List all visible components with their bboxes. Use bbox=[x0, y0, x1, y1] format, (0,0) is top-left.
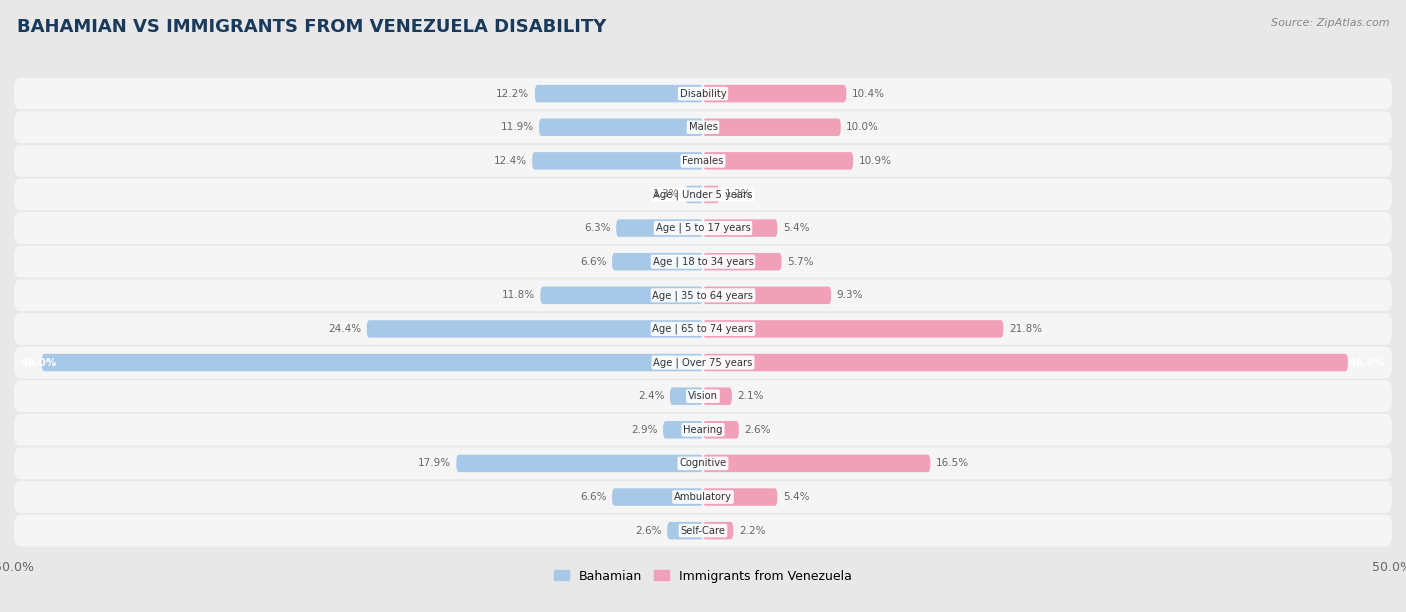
FancyBboxPatch shape bbox=[703, 152, 853, 170]
Text: 46.8%: 46.8% bbox=[1348, 357, 1385, 368]
Text: 1.3%: 1.3% bbox=[652, 190, 679, 200]
Text: Disability: Disability bbox=[679, 89, 727, 99]
FancyBboxPatch shape bbox=[14, 313, 1392, 345]
Text: 11.8%: 11.8% bbox=[502, 290, 534, 300]
FancyBboxPatch shape bbox=[703, 455, 931, 472]
FancyBboxPatch shape bbox=[14, 246, 1392, 277]
FancyBboxPatch shape bbox=[531, 152, 703, 170]
Text: 2.9%: 2.9% bbox=[631, 425, 658, 435]
FancyBboxPatch shape bbox=[540, 286, 703, 304]
Text: 17.9%: 17.9% bbox=[418, 458, 451, 468]
Text: 2.2%: 2.2% bbox=[738, 526, 765, 536]
FancyBboxPatch shape bbox=[669, 387, 703, 405]
Text: 48.0%: 48.0% bbox=[21, 357, 58, 368]
Text: Females: Females bbox=[682, 156, 724, 166]
FancyBboxPatch shape bbox=[703, 522, 734, 539]
FancyBboxPatch shape bbox=[14, 447, 1392, 479]
FancyBboxPatch shape bbox=[14, 145, 1392, 177]
FancyBboxPatch shape bbox=[14, 212, 1392, 244]
Text: 9.3%: 9.3% bbox=[837, 290, 863, 300]
FancyBboxPatch shape bbox=[14, 414, 1392, 446]
Text: 21.8%: 21.8% bbox=[1010, 324, 1042, 334]
Text: 2.4%: 2.4% bbox=[638, 391, 665, 401]
Text: 2.6%: 2.6% bbox=[636, 526, 662, 536]
Text: 24.4%: 24.4% bbox=[328, 324, 361, 334]
Text: 2.1%: 2.1% bbox=[738, 391, 763, 401]
FancyBboxPatch shape bbox=[42, 354, 703, 371]
FancyBboxPatch shape bbox=[703, 421, 738, 439]
FancyBboxPatch shape bbox=[14, 481, 1392, 513]
FancyBboxPatch shape bbox=[457, 455, 703, 472]
FancyBboxPatch shape bbox=[668, 522, 703, 539]
FancyBboxPatch shape bbox=[14, 347, 1392, 378]
Text: 12.2%: 12.2% bbox=[496, 89, 530, 99]
FancyBboxPatch shape bbox=[703, 185, 720, 203]
Text: 6.6%: 6.6% bbox=[581, 492, 606, 502]
FancyBboxPatch shape bbox=[367, 320, 703, 338]
FancyBboxPatch shape bbox=[612, 253, 703, 271]
Text: 6.3%: 6.3% bbox=[583, 223, 610, 233]
FancyBboxPatch shape bbox=[616, 219, 703, 237]
Text: Age | 18 to 34 years: Age | 18 to 34 years bbox=[652, 256, 754, 267]
FancyBboxPatch shape bbox=[703, 286, 831, 304]
Text: Ambulatory: Ambulatory bbox=[673, 492, 733, 502]
Text: Self-Care: Self-Care bbox=[681, 526, 725, 536]
Text: 12.4%: 12.4% bbox=[494, 156, 527, 166]
Text: Age | Under 5 years: Age | Under 5 years bbox=[654, 189, 752, 200]
Text: Vision: Vision bbox=[688, 391, 718, 401]
FancyBboxPatch shape bbox=[14, 179, 1392, 211]
FancyBboxPatch shape bbox=[703, 320, 1004, 338]
FancyBboxPatch shape bbox=[703, 253, 782, 271]
FancyBboxPatch shape bbox=[538, 119, 703, 136]
FancyBboxPatch shape bbox=[14, 78, 1392, 110]
Text: 5.4%: 5.4% bbox=[783, 223, 810, 233]
Legend: Bahamian, Immigrants from Venezuela: Bahamian, Immigrants from Venezuela bbox=[548, 564, 858, 588]
Text: 6.6%: 6.6% bbox=[581, 256, 606, 267]
Text: Age | 35 to 64 years: Age | 35 to 64 years bbox=[652, 290, 754, 300]
FancyBboxPatch shape bbox=[534, 85, 703, 102]
Text: Age | Over 75 years: Age | Over 75 years bbox=[654, 357, 752, 368]
Text: 10.0%: 10.0% bbox=[846, 122, 879, 132]
FancyBboxPatch shape bbox=[703, 85, 846, 102]
FancyBboxPatch shape bbox=[703, 219, 778, 237]
FancyBboxPatch shape bbox=[703, 119, 841, 136]
FancyBboxPatch shape bbox=[14, 381, 1392, 412]
FancyBboxPatch shape bbox=[703, 387, 733, 405]
Text: Males: Males bbox=[689, 122, 717, 132]
Text: Age | 65 to 74 years: Age | 65 to 74 years bbox=[652, 324, 754, 334]
FancyBboxPatch shape bbox=[685, 185, 703, 203]
FancyBboxPatch shape bbox=[14, 111, 1392, 143]
Text: 11.9%: 11.9% bbox=[501, 122, 533, 132]
Text: 5.4%: 5.4% bbox=[783, 492, 810, 502]
Text: 10.4%: 10.4% bbox=[852, 89, 884, 99]
Text: Hearing: Hearing bbox=[683, 425, 723, 435]
Text: 16.5%: 16.5% bbox=[936, 458, 969, 468]
FancyBboxPatch shape bbox=[14, 515, 1392, 547]
Text: 1.2%: 1.2% bbox=[725, 190, 752, 200]
Text: Age | 5 to 17 years: Age | 5 to 17 years bbox=[655, 223, 751, 233]
FancyBboxPatch shape bbox=[703, 488, 778, 506]
FancyBboxPatch shape bbox=[703, 354, 1348, 371]
Text: Cognitive: Cognitive bbox=[679, 458, 727, 468]
Text: 2.6%: 2.6% bbox=[744, 425, 770, 435]
FancyBboxPatch shape bbox=[14, 280, 1392, 311]
FancyBboxPatch shape bbox=[664, 421, 703, 439]
Text: 5.7%: 5.7% bbox=[787, 256, 814, 267]
Text: Source: ZipAtlas.com: Source: ZipAtlas.com bbox=[1271, 18, 1389, 28]
FancyBboxPatch shape bbox=[612, 488, 703, 506]
Text: 10.9%: 10.9% bbox=[859, 156, 891, 166]
Text: BAHAMIAN VS IMMIGRANTS FROM VENEZUELA DISABILITY: BAHAMIAN VS IMMIGRANTS FROM VENEZUELA DI… bbox=[17, 18, 606, 36]
